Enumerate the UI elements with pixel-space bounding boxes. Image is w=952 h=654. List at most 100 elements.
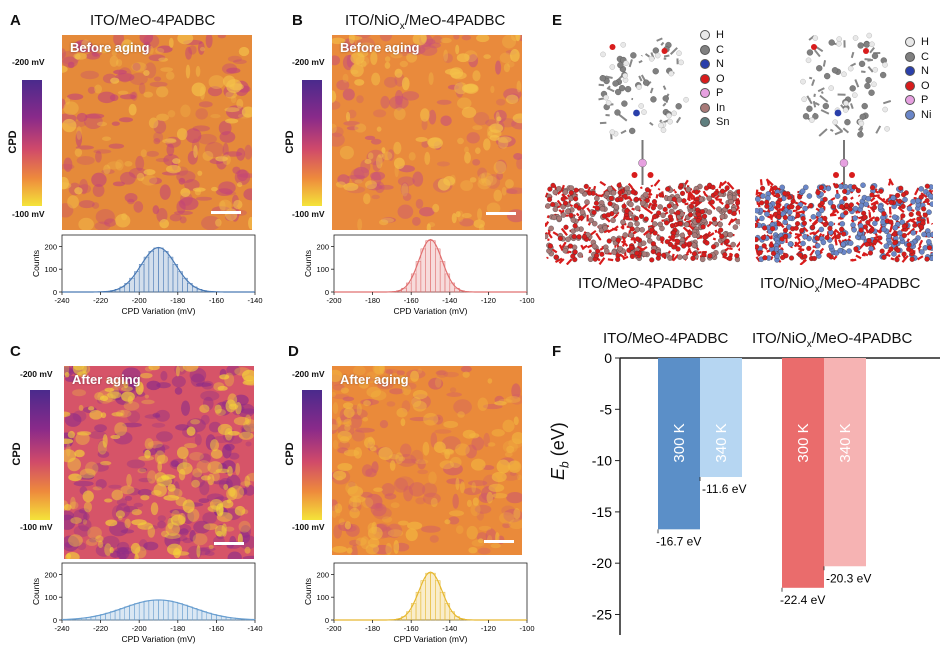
atom-in-icon	[700, 102, 710, 113]
hist-xtick-label: -160	[209, 624, 224, 633]
hist-xtick-label: -140	[247, 296, 262, 305]
structure-1-label: ITO/MeO-4PADBC	[578, 275, 704, 292]
hist-bar	[134, 603, 140, 621]
histogram-b: -200 -180 -160 -140 -120 -100 0 100 200 CPD Varia…	[297, 232, 537, 317]
map-b-label: Before aging	[340, 40, 420, 55]
hist-bar	[420, 580, 426, 621]
legend-item-label: N	[716, 58, 724, 71]
hist-xtick-label: -120	[481, 296, 496, 305]
hist-bar	[110, 611, 116, 621]
atom-ni-icon	[905, 109, 915, 120]
atom-n-icon	[700, 59, 710, 70]
energy-bar	[658, 358, 700, 530]
legend-item-c: C	[905, 50, 931, 65]
hist-xlabel: CPD Variation (mV)	[122, 634, 196, 644]
hist-xtick-label: -240	[54, 624, 69, 633]
scalebar-c	[214, 542, 244, 545]
legend-item-label: C	[716, 43, 724, 56]
colorbar-a-label: CPD	[7, 130, 19, 154]
atom-sn-icon	[700, 117, 710, 128]
hist-xtick-label: -200	[326, 296, 341, 305]
energy-bar	[700, 358, 742, 478]
hist-bar	[138, 601, 145, 621]
hist-ylabel: Counts	[303, 250, 313, 277]
hist-bar	[148, 250, 154, 293]
panel-b-title: ITO/NiOx/MeO-4PADBC	[345, 12, 505, 32]
hist-ytick-label: 200	[316, 242, 329, 251]
struct2-sub: x	[814, 284, 820, 295]
legend-item-ni: Ni	[905, 108, 931, 123]
histogram-c: -240 -220 -200 -180 -160 -140 0 100 200 CPD Varia…	[25, 560, 265, 645]
legend-item-o: O	[700, 72, 729, 87]
legend-item-label: N	[921, 65, 929, 78]
histogram-svg-c: -240 -220 -200 -180 -160 -140 0 100 200 CPD Varia…	[31, 562, 263, 644]
hist-xlabel: CPD Variation (mV)	[394, 306, 468, 316]
hist-bar	[124, 606, 130, 621]
energy-bar-label: 340 K	[713, 423, 730, 462]
hist-xtick-label: -120	[481, 624, 496, 633]
hist-ytick-label: 0	[53, 616, 57, 625]
hist-ytick-label: 0	[325, 616, 329, 625]
hist-xtick-label: -200	[326, 624, 341, 633]
legend-1: H C N O P In Sn	[700, 28, 729, 130]
f-ytick-label: -10	[592, 453, 612, 469]
energy-value-label: -16.7 eV	[656, 534, 701, 548]
hist-bar	[143, 600, 150, 621]
colorbar-d	[302, 390, 322, 520]
energy-bar	[782, 358, 824, 588]
f-ylabel-e: E	[548, 467, 568, 480]
hist-bar	[201, 611, 208, 621]
hist-bar	[420, 248, 426, 293]
hist-ytick-label: 100	[316, 265, 329, 274]
binding-energy-chart: 0 -5 -10 -15 -20 -25 300 K -16.7 eV 340 K -11.6 e…	[592, 350, 940, 635]
cpd-map-c	[64, 366, 254, 559]
panel-label-c: C	[10, 343, 21, 360]
hist-xtick-label: -100	[519, 624, 534, 633]
legend-item-label: P	[716, 87, 724, 100]
hist-bar	[192, 608, 198, 621]
title-b-post: /MeO-4PADBC	[404, 12, 506, 29]
struct2-pre: ITO/NiO	[760, 275, 815, 292]
hist-xtick-label: -220	[93, 624, 108, 633]
hist-xtick-label: -200	[132, 296, 147, 305]
group2-sub: x	[806, 339, 812, 350]
legend-item-label: C	[921, 50, 929, 63]
struct2-post: /MeO-4PADBC	[819, 275, 921, 292]
legend-item-sn: Sn	[700, 115, 729, 130]
hist-bar	[425, 240, 431, 293]
hist-bar	[158, 247, 164, 293]
hist-ytick-label: 0	[325, 288, 329, 297]
hist-bar	[119, 608, 125, 621]
hist-xtick-label: -100	[519, 296, 534, 305]
hist-xtick-label: -140	[442, 624, 457, 633]
hist-fit-curve	[61, 599, 256, 621]
hist-ytick-label: 100	[44, 265, 57, 274]
hist-ytick-label: 200	[44, 570, 57, 579]
panel-a-title: ITO/MeO-4PADBC	[90, 12, 216, 29]
legend-item-label: O	[716, 72, 725, 85]
legend-item-n: N	[905, 64, 931, 79]
panel-label-a: A	[10, 12, 21, 29]
hist-fit-curve	[334, 571, 527, 621]
colorbar-d-top: -200 mV	[292, 369, 325, 379]
colorbar-a-top: -200 mV	[12, 57, 45, 67]
histogram-svg-d: -200 -180 -160 -140 -120 -100 0 100 200 CPD Varia…	[303, 562, 535, 644]
structure-ito-meo4padbc	[545, 37, 740, 265]
group2-post: /MeO-4PADBC	[811, 330, 913, 347]
hist-bar	[153, 247, 159, 293]
hist-bar	[172, 601, 179, 621]
hist-bar	[167, 600, 174, 621]
f-ytick-label: -20	[592, 555, 612, 571]
energy-value-label: -22.4 eV	[780, 593, 825, 607]
histogram-d: -200 -180 -160 -140 -120 -100 0 100 200 CPD Varia…	[297, 560, 537, 645]
scalebar-a	[211, 211, 241, 214]
hist-bar	[138, 264, 145, 293]
histogram-svg-a: -240 -220 -200 -180 -160 -140 0 100 200 CPD Varia…	[31, 234, 263, 316]
energy-value-label: -20.3 eV	[826, 571, 871, 585]
colorbar-b-bottom: -100 mV	[292, 209, 325, 219]
f-ytick-label: -25	[592, 606, 612, 622]
colorbar-a-bottom: -100 mV	[12, 209, 45, 219]
hist-bar	[430, 240, 436, 293]
panel-label-d: D	[288, 343, 299, 360]
hist-xlabel: CPD Variation (mV)	[394, 634, 468, 644]
